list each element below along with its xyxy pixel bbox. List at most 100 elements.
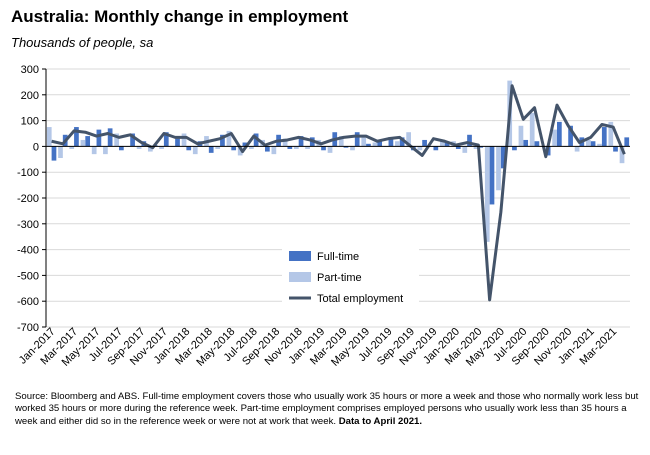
full-time-bar	[96, 129, 102, 147]
part-time-bar	[237, 146, 243, 156]
full-time-bar	[601, 127, 607, 147]
part-time-bar	[192, 146, 198, 155]
y-tick-label: 200	[21, 90, 39, 102]
part-time-bar	[585, 139, 591, 147]
total-employment-line	[51, 84, 626, 302]
part-time-bar	[80, 139, 86, 147]
legend-label-total-employment: Total employment	[317, 293, 403, 305]
full-time-bar	[500, 146, 506, 169]
part-time-bar	[439, 141, 445, 147]
full-time-bar	[388, 138, 394, 147]
full-time-bar	[51, 146, 57, 161]
full-time-bar	[208, 146, 214, 153]
y-tick-label: -500	[17, 270, 39, 282]
part-time-bar	[473, 146, 479, 149]
legend-label-full-time: Full-time	[317, 251, 359, 263]
part-time-bar	[597, 143, 602, 147]
part-time-bar	[417, 146, 423, 151]
y-tick-label: 100	[21, 116, 39, 128]
part-time-bar	[147, 146, 153, 152]
full-time-bar	[298, 136, 304, 147]
full-time-bar	[422, 139, 427, 147]
y-axis-ticks: 300 200 100 0 -100 -200 -300 -400 -500 -600 -700	[17, 64, 46, 334]
legend-label-part-time: Part-time	[317, 272, 362, 284]
chart-title: Australia: Monthly change in employment	[11, 7, 349, 26]
full-time-bar	[130, 133, 135, 147]
chart-subtitle: Thousands of people, sa	[11, 35, 154, 50]
full-time-bar	[354, 132, 360, 147]
part-time-bar	[58, 146, 63, 159]
part-time-bar	[372, 142, 378, 147]
full-time-bars	[51, 121, 630, 205]
full-time-bar	[399, 137, 405, 147]
part-time-bar	[338, 136, 344, 147]
part-time-bar	[406, 132, 411, 147]
full-time-bar	[265, 146, 270, 152]
full-time-bar	[377, 139, 383, 147]
full-time-bar	[186, 146, 192, 151]
full-time-bar	[242, 142, 248, 147]
full-time-bar	[512, 146, 517, 151]
part-time-bar	[552, 129, 557, 147]
part-time-bar	[350, 146, 355, 151]
source-note: Source: Bloomberg and ABS. Full-time emp…	[15, 391, 640, 428]
part-time-bar	[271, 146, 277, 155]
x-axis-ticks: Jan-2017Mar-2017May-2017Jul-2017Sep-2017…	[17, 326, 619, 369]
part-time-bar	[181, 133, 187, 147]
part-time-bar	[226, 130, 232, 147]
part-time-bar	[91, 146, 97, 155]
full-time-bar	[568, 125, 573, 147]
full-time-bar	[107, 128, 113, 147]
part-time-bar	[361, 137, 367, 147]
legend-swatch-full-time	[289, 251, 311, 261]
full-time-bar	[74, 127, 79, 147]
part-time-bar	[608, 121, 614, 147]
full-time-bar	[489, 146, 495, 205]
full-time-bar	[444, 142, 450, 147]
full-time-bar	[366, 143, 371, 147]
part-time-bar	[136, 146, 142, 149]
y-tick-label: -400	[17, 245, 39, 257]
part-time-bar	[462, 146, 468, 153]
full-time-bar	[557, 121, 562, 147]
y-tick-label: -100	[17, 167, 39, 179]
legend: Full-time Part-time Total employment	[282, 245, 419, 308]
part-time-bar	[46, 127, 52, 147]
y-tick-label: 300	[21, 64, 39, 76]
full-time-bar	[231, 146, 237, 151]
full-time-bar	[220, 134, 225, 147]
part-time-bar	[249, 146, 254, 149]
full-time-bar	[343, 146, 349, 148]
full-time-bar	[287, 146, 293, 149]
full-time-bar	[590, 141, 596, 147]
full-time-bar	[119, 146, 124, 151]
legend-swatch-part-time	[289, 272, 311, 282]
source-note-text: Source: Bloomberg and ABS. Full-time emp…	[15, 391, 639, 427]
y-tick-label: 0	[33, 141, 39, 153]
part-time-bar	[574, 146, 580, 152]
part-time-bar	[282, 138, 288, 147]
part-time-bar	[159, 146, 164, 149]
part-time-bar	[103, 146, 108, 155]
part-time-bar	[215, 146, 221, 149]
y-tick-label: -300	[17, 219, 39, 231]
y-tick-label: -600	[17, 296, 39, 308]
part-time-bar	[619, 146, 625, 164]
full-time-bar	[534, 141, 540, 147]
full-time-bar	[253, 133, 259, 147]
part-time-bars	[46, 80, 625, 242]
part-time-bar	[305, 146, 310, 149]
part-time-bar	[327, 146, 333, 153]
full-time-bar	[624, 137, 630, 147]
full-time-bar	[85, 136, 91, 147]
data-date-note: Data to April 2021.	[338, 415, 423, 427]
part-time-bar	[484, 146, 490, 242]
part-time-bar	[496, 146, 501, 191]
full-time-bar	[613, 146, 618, 152]
part-time-bar	[293, 146, 299, 149]
part-time-bar	[395, 141, 400, 147]
full-time-bar	[321, 146, 326, 151]
full-time-bar	[175, 138, 180, 147]
full-time-bar	[467, 134, 472, 147]
